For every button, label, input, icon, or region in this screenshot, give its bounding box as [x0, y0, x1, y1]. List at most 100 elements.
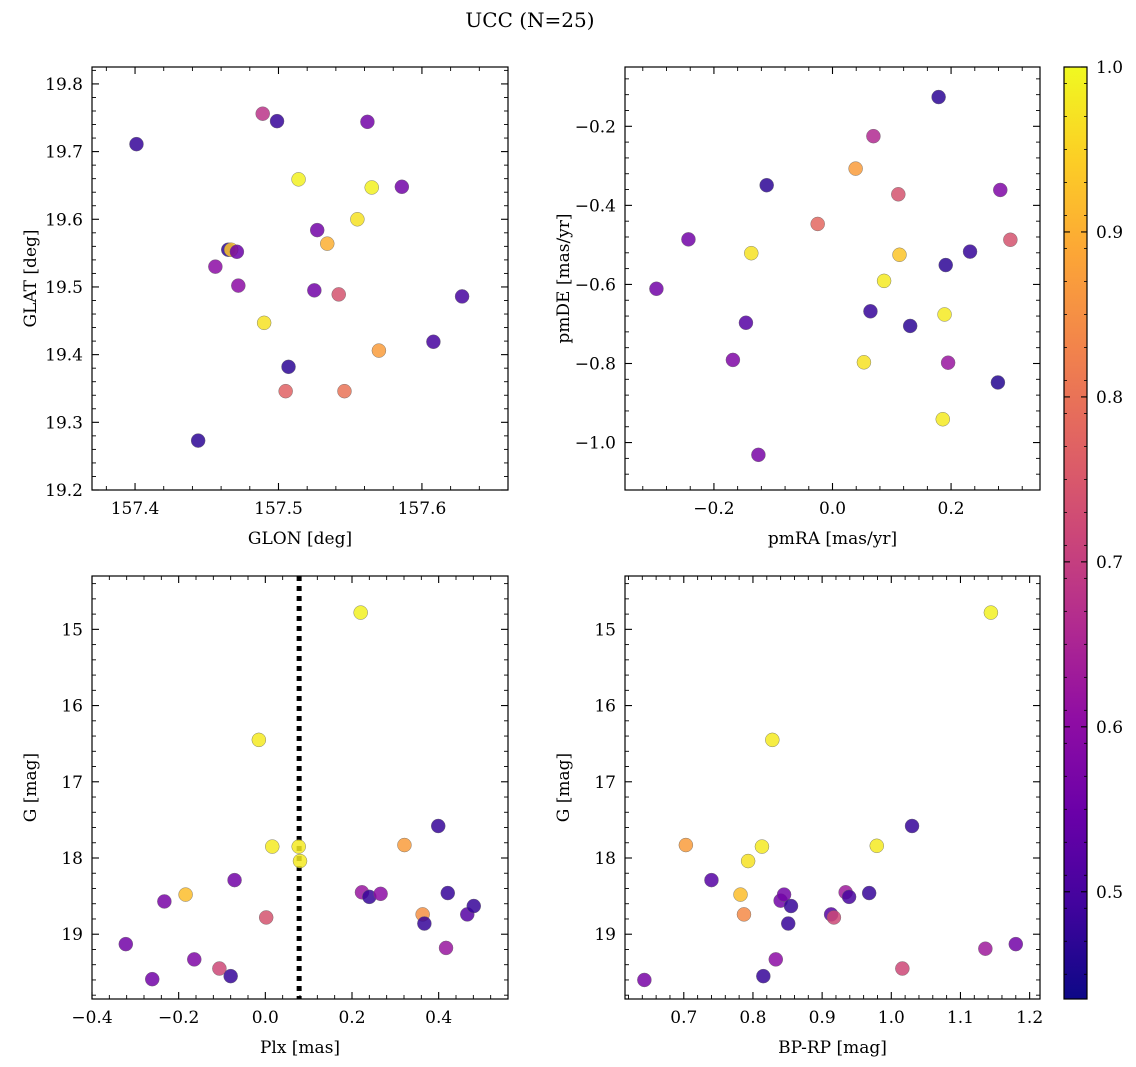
- x-tick-label: −0.2: [158, 1008, 199, 1028]
- data-point: [360, 114, 375, 130]
- data-point: [129, 136, 144, 152]
- data-point: [940, 355, 956, 370]
- data-point: [776, 887, 792, 902]
- data-point: [993, 182, 1008, 198]
- data-point: [935, 412, 950, 427]
- data-point: [856, 355, 872, 370]
- data-point: [754, 839, 770, 854]
- data-point: [269, 113, 285, 129]
- colorbar-tick-label: 0.7: [1096, 553, 1123, 573]
- y-tick-label: 19.5: [45, 278, 83, 298]
- data-points: [649, 89, 1018, 463]
- y-tick-label: −0.2: [575, 117, 616, 137]
- data-point: [733, 887, 748, 902]
- data-point: [265, 839, 280, 854]
- data-point: [231, 278, 246, 293]
- data-points: [129, 106, 470, 448]
- y-axis-label: GLAT [deg]: [21, 229, 41, 327]
- data-point: [768, 952, 783, 967]
- data-point: [187, 952, 202, 967]
- data-point: [440, 885, 455, 901]
- data-point: [938, 257, 953, 273]
- data-point: [751, 447, 766, 463]
- y-tick-label: 15: [61, 620, 83, 640]
- y-tick-label: −0.4: [575, 196, 616, 216]
- data-point: [863, 304, 878, 319]
- data-point: [902, 318, 918, 334]
- y-axis-label: G [mag]: [21, 753, 41, 822]
- panel-4: 0.7 0.8 0.9 1.0 1.1 1.2 15 16 17 18 19 BP-RP [mag] G…: [554, 575, 1043, 1058]
- data-point: [259, 910, 274, 925]
- panel-1: 157.4 157.5 157.6 19.2 19.3 19.4 19.5 19.6 19.7 1…: [21, 66, 509, 549]
- x-tick-label: 0.7: [670, 1008, 697, 1028]
- data-point: [681, 232, 696, 247]
- data-point: [223, 968, 238, 984]
- y-tick-label: −1.0: [575, 434, 616, 454]
- y-tick-label: 19.7: [45, 143, 83, 163]
- data-point: [320, 236, 335, 251]
- data-point: [251, 732, 267, 748]
- data-point: [454, 289, 470, 304]
- data-point: [291, 839, 306, 854]
- x-tick-label: 157.5: [254, 499, 303, 519]
- y-tick-label: 18: [594, 849, 616, 869]
- axes-frame: [91, 66, 509, 491]
- y-tick-label: −0.8: [575, 354, 616, 374]
- data-point: [891, 187, 906, 202]
- data-point: [759, 178, 774, 193]
- x-axis-label: GLON [deg]: [248, 529, 352, 549]
- y-axis-label: pmDE [mas/yr]: [554, 213, 574, 343]
- colorbar-tick-label: 0.9: [1096, 223, 1123, 243]
- data-point: [431, 818, 446, 834]
- data-point: [145, 971, 160, 987]
- data-point: [227, 872, 242, 888]
- data-point: [765, 732, 780, 748]
- y-tick-label: 19.4: [45, 346, 83, 366]
- data-point: [869, 838, 884, 854]
- colorbar-tick-label: 0.5: [1096, 883, 1123, 903]
- data-point: [810, 216, 825, 232]
- data-point: [756, 968, 771, 984]
- colorbar-tick-label: 0.8: [1096, 388, 1123, 408]
- x-tick-label: 1.0: [878, 1008, 905, 1028]
- data-point: [337, 383, 352, 399]
- data-point: [738, 315, 754, 330]
- x-tick-label: 0.9: [809, 1008, 836, 1028]
- x-axis-label: BP-RP [mag]: [778, 1038, 887, 1058]
- data-point: [978, 941, 993, 956]
- x-axis-label: pmRA [mas/yr]: [768, 529, 897, 549]
- data-point: [962, 244, 978, 259]
- data-point: [291, 172, 306, 187]
- data-point: [876, 273, 892, 289]
- x-tick-label: 0.2: [338, 1008, 365, 1028]
- data-point: [373, 886, 388, 902]
- y-tick-label: 19: [594, 925, 616, 945]
- y-tick-label: 17: [61, 773, 83, 793]
- data-point: [637, 972, 652, 988]
- x-tick-label: 0.2: [938, 499, 965, 519]
- data-point: [178, 887, 193, 902]
- colorbar: 0.5 0.6 0.7 0.8 0.9 1.0: [1063, 58, 1123, 1000]
- x-tick-label: −0.2: [693, 499, 734, 519]
- y-tick-label: 17: [594, 773, 616, 793]
- data-point: [990, 375, 1006, 390]
- data-point: [466, 898, 481, 914]
- x-tick-label: 0.0: [819, 499, 846, 519]
- data-point: [1003, 232, 1018, 247]
- data-point: [740, 853, 756, 869]
- x-tick-label: −0.4: [71, 1008, 112, 1028]
- data-point: [190, 433, 206, 448]
- colorbar-tick-label: 0.6: [1096, 718, 1123, 738]
- data-point: [278, 383, 293, 399]
- y-tick-label: 19.3: [45, 413, 83, 433]
- data-point: [649, 281, 664, 296]
- data-point: [744, 245, 759, 261]
- y-tick-label: 19: [61, 925, 83, 945]
- x-tick-label: 0.4: [425, 1008, 452, 1028]
- figure-title: UCC (N=25): [465, 8, 594, 32]
- data-point: [931, 89, 946, 105]
- data-points: [637, 605, 1023, 988]
- data-point: [678, 837, 694, 853]
- data-point: [866, 128, 881, 144]
